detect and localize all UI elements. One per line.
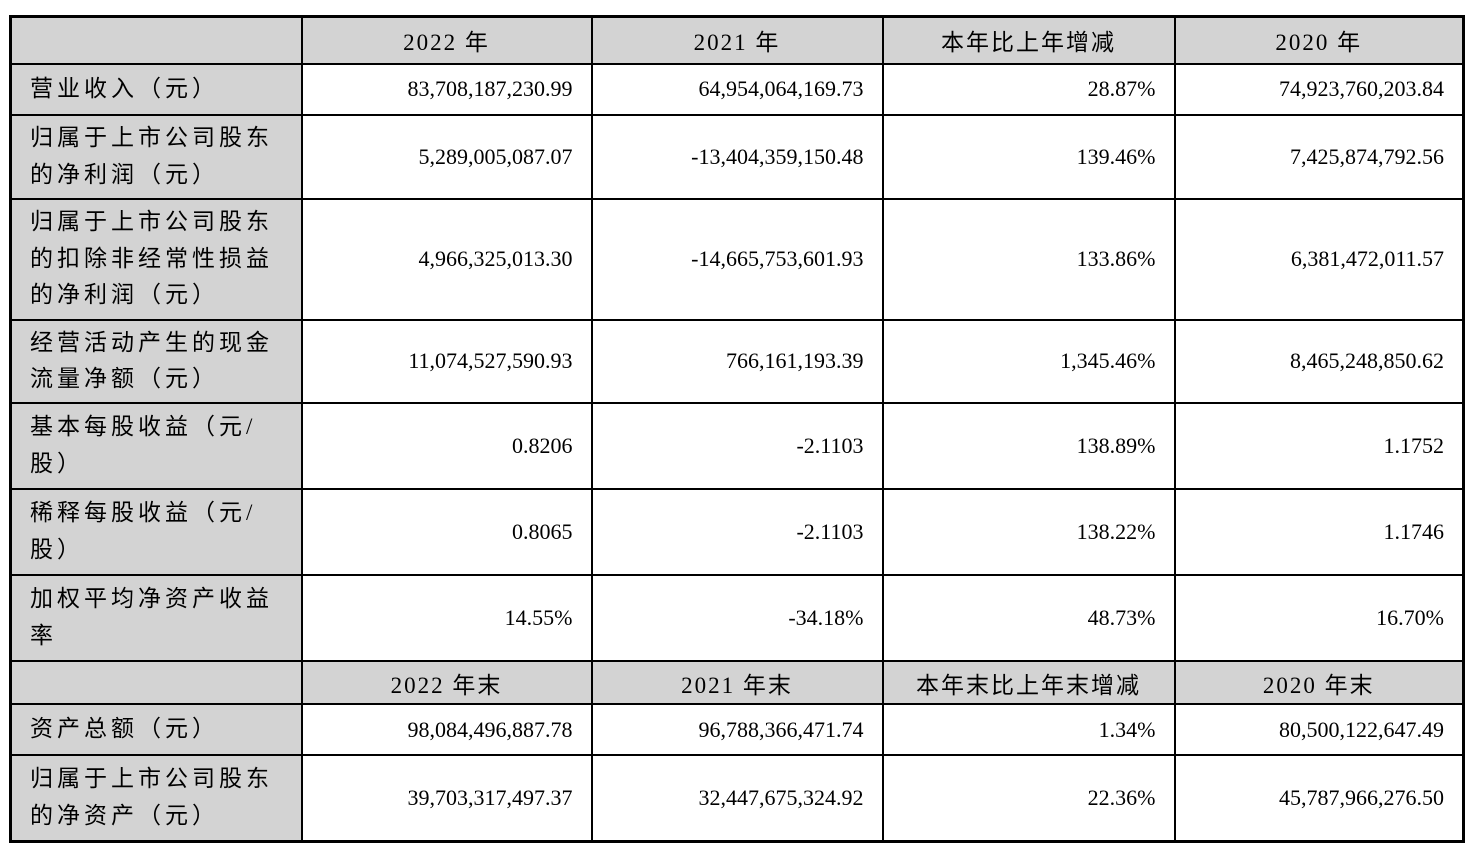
cell-change: 22.36% (881, 754, 1176, 843)
cell-2022: 4,966,325,013.30 (300, 197, 593, 321)
row-label: 稀释每股收益（元/股） (9, 488, 303, 577)
cell-2022: 83,708,187,230.99 (300, 62, 593, 116)
header-2021-end: 2021 年末 (590, 660, 884, 706)
row-label: 加权平均净资产收益率 (9, 574, 303, 663)
cell-2020: 8,465,248,850.62 (1173, 318, 1465, 405)
cell-2021: -14,665,753,601.93 (590, 197, 884, 321)
row-label: 基本每股收益（元/股） (9, 402, 303, 491)
table-row-net-assets: 归属于上市公司股东的净资产（元） 39,703,317,497.37 32,44… (9, 754, 1465, 843)
header-year-end-change: 本年末比上年末增减 (881, 660, 1176, 706)
table-header-year-end: 2022 年末 2021 年末 本年末比上年末增减 2020 年末 (9, 660, 1465, 706)
cell-2022: 39,703,317,497.37 (300, 754, 593, 843)
table-row-diluted-eps: 稀释每股收益（元/股） 0.8065 -2.1103 138.22% 1.174… (9, 488, 1465, 577)
cell-change: 1,345.46% (881, 318, 1176, 405)
table-row-operating-cash-flow: 经营活动产生的现金流量净额（元） 11,074,527,590.93 766,1… (9, 318, 1465, 405)
cell-2021: -13,404,359,150.48 (590, 113, 884, 200)
cell-2022: 11,074,527,590.93 (300, 318, 593, 405)
cell-change: 138.89% (881, 402, 1176, 491)
cell-change: 139.46% (881, 113, 1176, 200)
row-label: 归属于上市公司股东的扣除非经常性损益的净利润（元） (9, 197, 303, 321)
row-label: 归属于上市公司股东的净利润（元） (9, 113, 303, 200)
cell-2021: -2.1103 (590, 488, 884, 577)
table-row-weighted-roe: 加权平均净资产收益率 14.55% -34.18% 48.73% 16.70% (9, 574, 1465, 663)
header-2022: 2022 年 (300, 15, 593, 65)
cell-2020: 1.1746 (1173, 488, 1465, 577)
cell-2021: 96,788,366,471.74 (590, 703, 884, 757)
cell-2020: 1.1752 (1173, 402, 1465, 491)
cell-change: 133.86% (881, 197, 1176, 321)
table-row-basic-eps: 基本每股收益（元/股） 0.8206 -2.1103 138.89% 1.175… (9, 402, 1465, 491)
cell-2022: 5,289,005,087.07 (300, 113, 593, 200)
cell-change: 28.87% (881, 62, 1176, 116)
header-2020: 2020 年 (1173, 15, 1465, 65)
financial-summary-table: 2022 年 2021 年 本年比上年增减 2020 年 营业收入（元） 83,… (9, 15, 1465, 843)
cell-2022: 0.8065 (300, 488, 593, 577)
cell-change: 48.73% (881, 574, 1176, 663)
table-header-annual: 2022 年 2021 年 本年比上年增减 2020 年 (9, 15, 1465, 65)
cell-2020: 16.70% (1173, 574, 1465, 663)
row-label: 资产总额（元） (9, 703, 303, 757)
cell-2022: 14.55% (300, 574, 593, 663)
cell-2021: -2.1103 (590, 402, 884, 491)
header-2021: 2021 年 (590, 15, 884, 65)
cell-change: 1.34% (881, 703, 1176, 757)
table-row-total-assets: 资产总额（元） 98,084,496,887.78 96,788,366,471… (9, 703, 1465, 757)
cell-2021: 32,447,675,324.92 (590, 754, 884, 843)
cell-2020: 45,787,966,276.50 (1173, 754, 1465, 843)
cell-2020: 80,500,122,647.49 (1173, 703, 1465, 757)
header-corner-cell (9, 660, 303, 706)
cell-2020: 6,381,472,011.57 (1173, 197, 1465, 321)
cell-2021: 64,954,064,169.73 (590, 62, 884, 116)
row-label: 经营活动产生的现金流量净额（元） (9, 318, 303, 405)
cell-2020: 7,425,874,792.56 (1173, 113, 1465, 200)
header-2022-end: 2022 年末 (300, 660, 593, 706)
cell-change: 138.22% (881, 488, 1176, 577)
header-yoy-change: 本年比上年增减 (881, 15, 1176, 65)
table-row-net-profit: 归属于上市公司股东的净利润（元） 5,289,005,087.07 -13,40… (9, 113, 1465, 200)
table-row-revenue: 营业收入（元） 83,708,187,230.99 64,954,064,169… (9, 62, 1465, 116)
cell-2020: 74,923,760,203.84 (1173, 62, 1465, 116)
cell-2021: -34.18% (590, 574, 884, 663)
header-2020-end: 2020 年末 (1173, 660, 1465, 706)
row-label: 营业收入（元） (9, 62, 303, 116)
table-row-net-profit-excl-nonrecurring: 归属于上市公司股东的扣除非经常性损益的净利润（元） 4,966,325,013.… (9, 197, 1465, 321)
row-label: 归属于上市公司股东的净资产（元） (9, 754, 303, 843)
cell-2022: 0.8206 (300, 402, 593, 491)
cell-2021: 766,161,193.39 (590, 318, 884, 405)
cell-2022: 98,084,496,887.78 (300, 703, 593, 757)
header-corner-cell (9, 15, 303, 65)
